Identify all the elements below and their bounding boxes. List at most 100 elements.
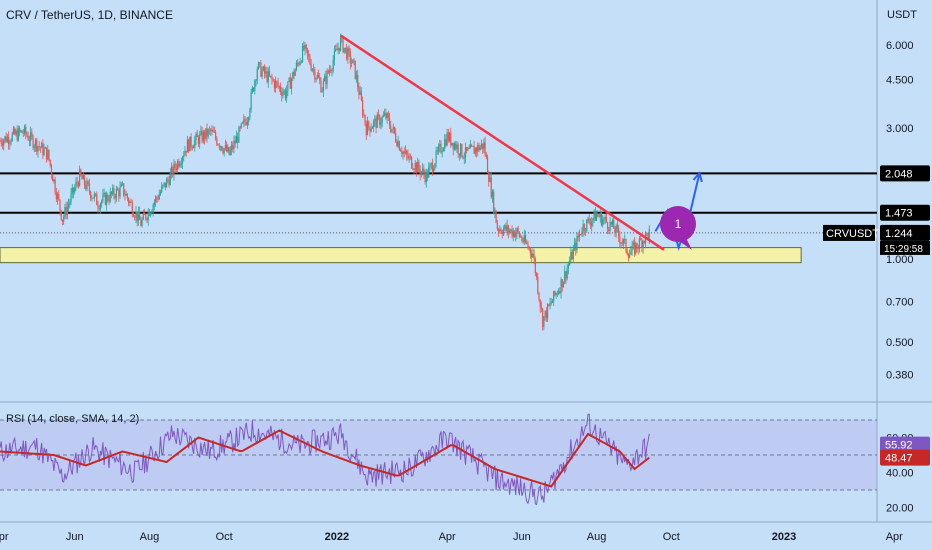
candle-body xyxy=(154,197,157,203)
candle-body xyxy=(162,184,164,187)
candle xyxy=(592,217,594,227)
projection-arrowhead[interactable] xyxy=(692,171,703,183)
candle-body xyxy=(169,172,171,186)
candle-body xyxy=(190,136,192,147)
badge-marker[interactable]: 1 xyxy=(660,206,696,250)
price-tick-label: 0.700 xyxy=(886,297,914,309)
badge-circle[interactable] xyxy=(660,206,696,242)
candle xyxy=(128,197,130,207)
support-zone-rect[interactable] xyxy=(0,247,802,264)
candle xyxy=(327,69,329,75)
candle xyxy=(32,134,34,151)
candle xyxy=(495,209,497,224)
candle xyxy=(249,107,251,121)
candle-body xyxy=(94,193,97,195)
price-tag-box[interactable] xyxy=(880,204,930,221)
symbol-tag-box[interactable] xyxy=(823,224,875,241)
candle xyxy=(0,137,2,147)
candle xyxy=(369,126,371,137)
candle xyxy=(333,45,336,66)
candle xyxy=(125,190,127,196)
candle-body xyxy=(442,148,445,152)
candle-body xyxy=(614,228,616,233)
candle xyxy=(553,290,555,307)
candle-body xyxy=(582,224,584,233)
candle-body xyxy=(467,148,469,151)
candle xyxy=(358,82,360,100)
candle xyxy=(72,187,75,199)
candle-body xyxy=(602,219,604,226)
candle xyxy=(422,163,424,176)
candle xyxy=(87,180,89,187)
candle xyxy=(16,125,18,142)
price-tag-box[interactable] xyxy=(880,165,930,182)
candle-body xyxy=(406,151,408,155)
candle-body xyxy=(65,207,67,216)
candle-body xyxy=(358,87,360,95)
candle-body xyxy=(60,210,62,220)
candle xyxy=(412,162,414,171)
candle-body xyxy=(201,130,203,142)
candle-body xyxy=(516,228,518,234)
price-axis[interactable]: USDT 6.000 4.500 3.000 1.000 0.700 0.500 0.380 2… xyxy=(823,9,930,515)
candle xyxy=(633,237,636,257)
candle xyxy=(5,132,7,143)
candle xyxy=(3,138,5,151)
candle xyxy=(500,227,502,234)
horizontal-lines[interactable] xyxy=(0,172,877,234)
candle xyxy=(282,87,284,99)
candle xyxy=(52,173,54,182)
candle xyxy=(580,234,582,236)
candle-body xyxy=(512,231,514,237)
candle-body xyxy=(124,194,126,196)
support-zone[interactable] xyxy=(0,247,802,264)
candle-body xyxy=(123,183,125,195)
candle-body xyxy=(371,127,373,129)
candle xyxy=(591,216,593,232)
candle-body xyxy=(415,163,418,172)
candle-body xyxy=(332,60,334,70)
price-tag-box[interactable] xyxy=(880,224,930,241)
candle xyxy=(56,191,59,205)
trendline-line[interactable] xyxy=(339,34,665,251)
candle xyxy=(284,87,287,101)
candle-body xyxy=(256,68,258,81)
candle xyxy=(426,169,429,182)
candle-body xyxy=(510,229,512,231)
candle xyxy=(107,192,109,203)
trendline[interactable] xyxy=(339,34,665,251)
candle-body xyxy=(440,144,442,153)
candle-body xyxy=(452,142,454,150)
candle-body xyxy=(475,147,478,152)
time-axis[interactable]: Apr Jun Aug Oct 2022 Apr Jun Aug Oct 2023 Apr xyxy=(0,531,903,543)
candle-body xyxy=(648,228,650,239)
candle-body xyxy=(85,184,87,189)
candle-body xyxy=(511,229,513,237)
candle-body xyxy=(279,86,282,92)
candle xyxy=(181,155,184,170)
candle xyxy=(626,248,628,256)
candle-body xyxy=(244,119,246,122)
candle xyxy=(576,232,578,254)
candle xyxy=(314,66,316,83)
candle xyxy=(489,172,491,183)
candle-body xyxy=(434,163,436,169)
candle xyxy=(58,190,60,202)
candle xyxy=(581,227,583,237)
candle xyxy=(573,237,576,251)
candle xyxy=(9,139,11,150)
candle xyxy=(298,61,300,67)
candle xyxy=(434,163,436,171)
candle-body xyxy=(353,59,355,61)
candle-body xyxy=(418,161,420,170)
candle-body xyxy=(646,232,648,234)
candle-body xyxy=(321,91,323,92)
candle xyxy=(246,116,249,129)
candle xyxy=(30,126,32,147)
candle xyxy=(49,159,51,168)
candle xyxy=(104,191,106,206)
candle-body xyxy=(539,299,541,308)
candle xyxy=(70,188,72,206)
